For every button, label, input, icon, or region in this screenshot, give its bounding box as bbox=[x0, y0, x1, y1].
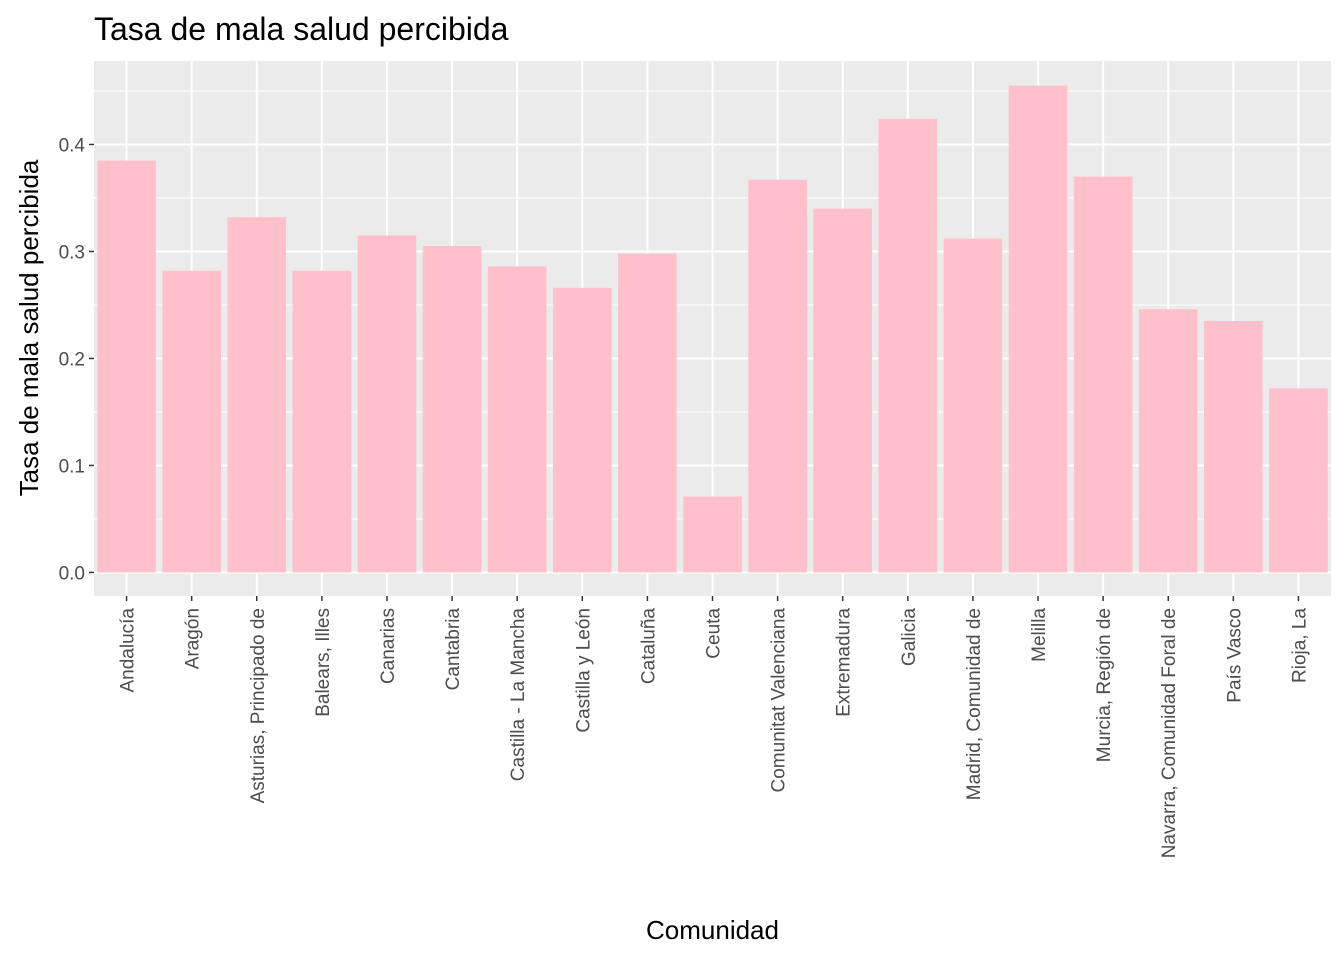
x-tick-label: Madrid, Comunidad de bbox=[964, 608, 985, 800]
y-axis-title: Tasa de mala salud percibida bbox=[14, 159, 44, 496]
y-tick-label: 0.0 bbox=[59, 563, 85, 584]
x-tick-label: Aragón bbox=[183, 608, 204, 669]
bar bbox=[813, 208, 873, 573]
x-tick-label: Comunitat Valenciana bbox=[769, 608, 790, 793]
bar bbox=[1269, 388, 1328, 573]
x-tick-label: Castilla y León bbox=[573, 608, 594, 733]
bar bbox=[878, 118, 938, 573]
x-axis-ticks: Andalucía Aragón Asturias, Principado de Ba… bbox=[118, 596, 1310, 858]
bar bbox=[227, 217, 287, 573]
x-tick-label: Melilla bbox=[1029, 608, 1050, 662]
x-tick-label: Rioja, La bbox=[1289, 608, 1310, 683]
bar bbox=[1138, 309, 1198, 573]
x-tick-label: Cantabria bbox=[443, 608, 464, 691]
bar bbox=[487, 266, 547, 573]
bar bbox=[1073, 176, 1133, 573]
x-tick-label: Andalucía bbox=[118, 608, 139, 693]
bar bbox=[292, 270, 352, 573]
x-tick-label: Canarias bbox=[378, 608, 399, 684]
x-tick-label: Asturias, Principado de bbox=[248, 608, 269, 803]
x-tick-label: Navarra, Comunidad Foral de bbox=[1159, 608, 1180, 858]
bar bbox=[1204, 321, 1263, 573]
y-tick-label: 0.3 bbox=[59, 242, 85, 263]
x-tick-label: Extremadura bbox=[834, 608, 855, 717]
bar bbox=[97, 160, 156, 573]
bar bbox=[552, 287, 612, 573]
bar bbox=[357, 235, 417, 573]
y-tick-label: 0.1 bbox=[59, 456, 85, 477]
bar bbox=[1008, 85, 1068, 573]
bar bbox=[162, 270, 221, 573]
x-axis-title: Comunidad bbox=[646, 915, 779, 945]
x-tick-label: Balears, Illes bbox=[313, 608, 334, 717]
y-tick-label: 0.2 bbox=[59, 349, 85, 370]
y-axis-ticks: 0.0 0.1 0.2 0.3 0.4 bbox=[59, 135, 94, 584]
bar bbox=[748, 179, 807, 573]
x-tick-label: Murcia, Región de bbox=[1094, 608, 1115, 762]
chart-title: Tasa de mala salud percibida bbox=[94, 11, 509, 47]
x-tick-label: Castilla - La Mancha bbox=[508, 608, 529, 782]
x-tick-label: Ceuta bbox=[704, 608, 725, 659]
x-tick-label: Galicia bbox=[899, 608, 920, 667]
bar bbox=[422, 246, 482, 573]
x-tick-label: Cataluña bbox=[638, 608, 659, 684]
bar bbox=[943, 238, 1003, 573]
bar bbox=[618, 253, 677, 573]
y-tick-label: 0.4 bbox=[59, 135, 86, 156]
bar bbox=[683, 496, 742, 573]
x-tick-label: País Vasco bbox=[1224, 608, 1245, 703]
bars bbox=[97, 85, 1328, 573]
